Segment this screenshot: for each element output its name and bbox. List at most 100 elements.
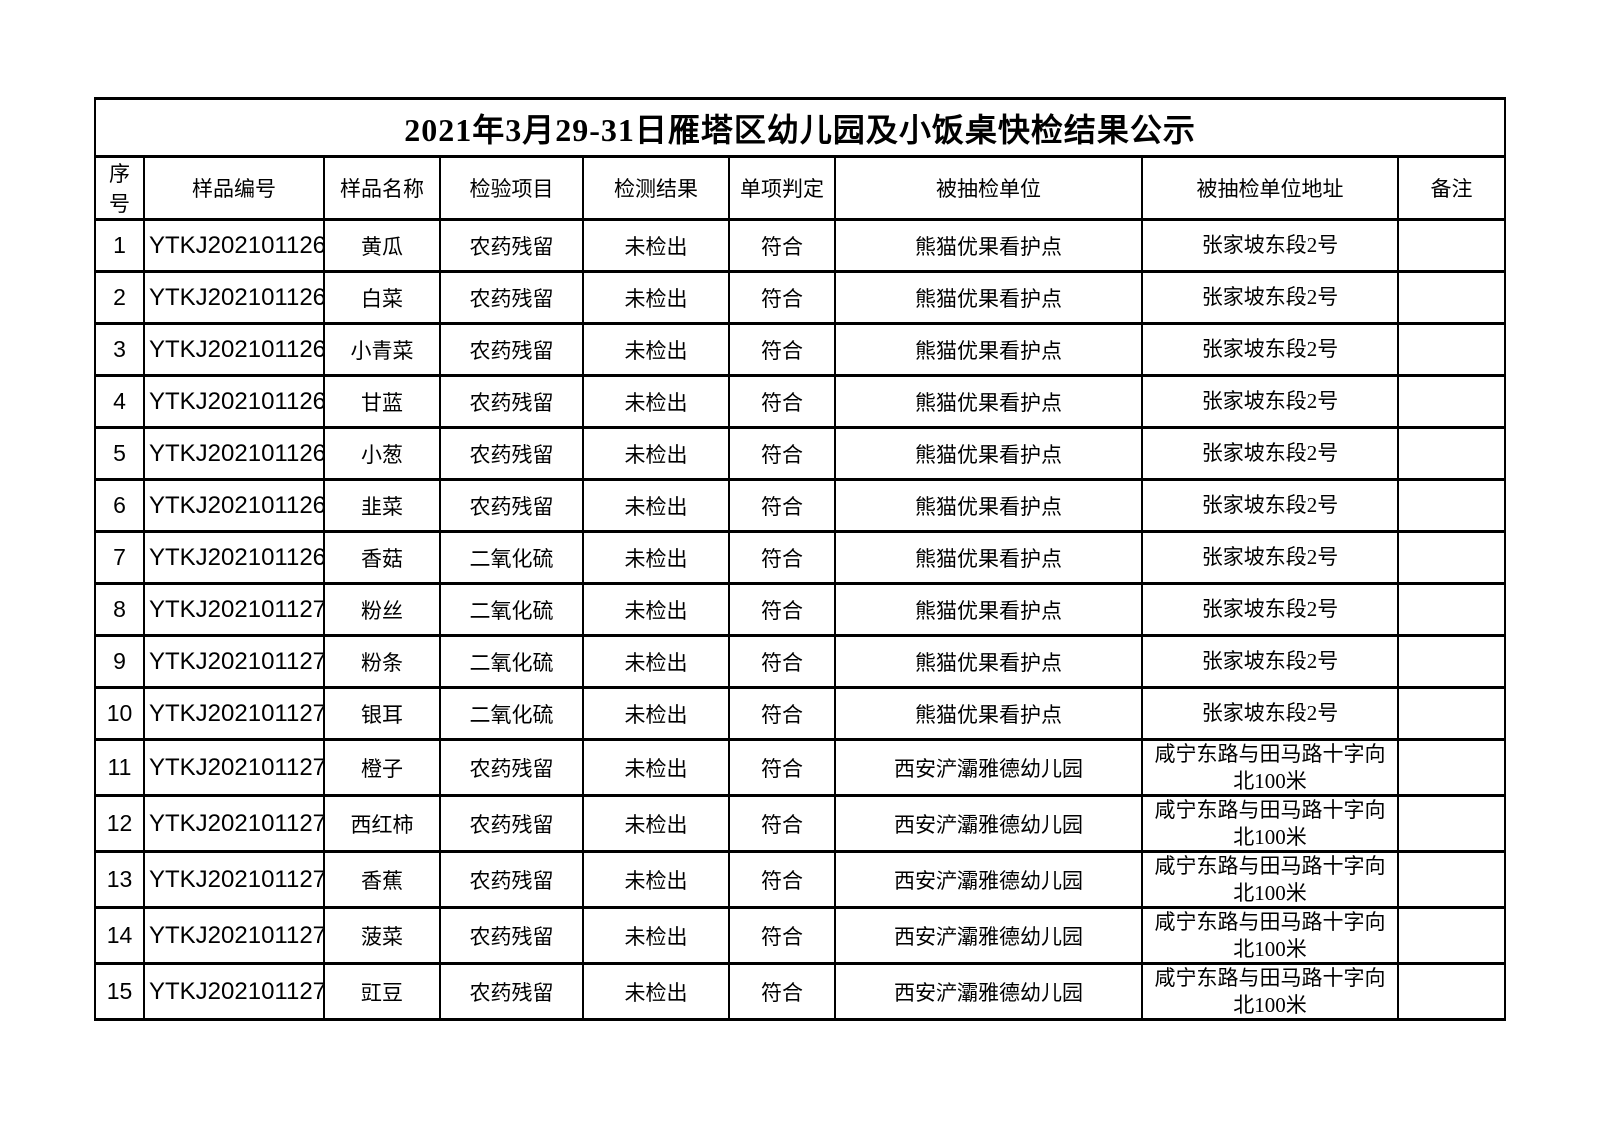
cell-sample-name: 小青菜 <box>323 322 441 377</box>
table-row: 5 YTKJ2021011267 小葱 农药残留 未检出 符合 熊猫优果看护点 … <box>94 426 1507 481</box>
cell-sample-name: 豇豆 <box>323 962 441 1021</box>
cell-remark <box>1396 478 1507 533</box>
cell-test-item: 农药残留 <box>439 850 584 909</box>
cell-judgement: 符合 <box>728 270 836 325</box>
cell-sample-name: 黄瓜 <box>323 218 441 273</box>
cell-sample-id: YTKJ2021011267 <box>143 426 325 481</box>
cell-sample-id: YTKJ2021011265 <box>143 322 325 377</box>
cell-remark <box>1396 850 1507 909</box>
cell-judgement: 符合 <box>728 322 836 377</box>
cell-seq: 3 <box>94 322 145 377</box>
cell-test-result: 未检出 <box>582 906 730 965</box>
cell-seq: 2 <box>94 270 145 325</box>
cell-test-result: 未检出 <box>582 582 730 637</box>
cell-sample-id: YTKJ2021011271 <box>143 634 325 689</box>
cell-unit-address: 咸宁东路与田马路十字向北100米 <box>1141 794 1399 853</box>
cell-judgement: 符合 <box>728 426 836 481</box>
cell-test-result: 未检出 <box>582 738 730 797</box>
cell-seq: 12 <box>94 794 145 853</box>
cell-remark <box>1396 270 1507 325</box>
cell-sample-name: 橙子 <box>323 738 441 797</box>
cell-sample-id: YTKJ2021011269 <box>143 530 325 585</box>
cell-judgement: 符合 <box>728 478 836 533</box>
cell-judgement: 符合 <box>728 374 836 429</box>
cell-remark <box>1396 374 1507 429</box>
table-row: 7 YTKJ2021011269 香菇 二氧化硫 未检出 符合 熊猫优果看护点 … <box>94 530 1507 585</box>
cell-test-result: 未检出 <box>582 270 730 325</box>
cell-judgement: 符合 <box>728 530 836 585</box>
cell-remark <box>1396 906 1507 965</box>
cell-test-result: 未检出 <box>582 794 730 853</box>
header-test-result: 检测结果 <box>582 155 730 221</box>
cell-test-item: 农药残留 <box>439 738 584 797</box>
cell-judgement: 符合 <box>728 582 836 637</box>
cell-unit-address: 张家坡东段2号 <box>1141 634 1399 689</box>
cell-test-item: 农药残留 <box>439 218 584 273</box>
cell-test-item: 二氧化硫 <box>439 686 584 741</box>
header-unit: 被抽检单位 <box>834 155 1143 221</box>
table-row: 10 YTKJ2021011272 银耳 二氧化硫 未检出 符合 熊猫优果看护点… <box>94 686 1507 741</box>
cell-sample-id: YTKJ2021011272 <box>143 686 325 741</box>
cell-seq: 1 <box>94 218 145 273</box>
cell-sample-id: YTKJ2021011268 <box>143 478 325 533</box>
table-row: 6 YTKJ2021011268 韭菜 农药残留 未检出 符合 熊猫优果看护点 … <box>94 478 1507 533</box>
cell-test-item: 农药残留 <box>439 962 584 1021</box>
cell-test-result: 未检出 <box>582 850 730 909</box>
inspection-results-table: 2021年3月29-31日雁塔区幼儿园及小饭桌快检结果公示 序号 样品编号 样品… <box>93 97 1507 1021</box>
cell-judgement: 符合 <box>728 906 836 965</box>
cell-unit-address: 张家坡东段2号 <box>1141 686 1399 741</box>
cell-unit: 熊猫优果看护点 <box>834 686 1143 741</box>
table-row: 8 YTKJ2021011270 粉丝 二氧化硫 未检出 符合 熊猫优果看护点 … <box>94 582 1507 637</box>
cell-sample-name: 香蕉 <box>323 850 441 909</box>
title-row: 2021年3月29-31日雁塔区幼儿园及小饭桌快检结果公示 <box>93 97 1507 158</box>
cell-judgement: 符合 <box>728 850 836 909</box>
cell-judgement: 符合 <box>728 738 836 797</box>
cell-sample-id: YTKJ2021011277 <box>143 962 325 1021</box>
header-test-item: 检验项目 <box>439 155 584 221</box>
cell-unit-address: 张家坡东段2号 <box>1141 582 1399 637</box>
cell-unit: 熊猫优果看护点 <box>834 322 1143 377</box>
cell-test-result: 未检出 <box>582 322 730 377</box>
cell-test-item: 农药残留 <box>439 322 584 377</box>
cell-seq: 7 <box>94 530 145 585</box>
cell-seq: 9 <box>94 634 145 689</box>
cell-unit-address: 咸宁东路与田马路十字向北100米 <box>1141 738 1399 797</box>
cell-sample-id: YTKJ2021011263 <box>143 218 325 273</box>
cell-test-item: 农药残留 <box>439 906 584 965</box>
cell-remark <box>1396 582 1507 637</box>
cell-unit: 熊猫优果看护点 <box>834 478 1143 533</box>
cell-sample-name: 粉条 <box>323 634 441 689</box>
cell-test-item: 农药残留 <box>439 426 584 481</box>
cell-unit-address: 张家坡东段2号 <box>1141 426 1399 481</box>
table-row: 14 YTKJ2021011276 菠菜 农药残留 未检出 符合 西安浐灞雅德幼… <box>94 906 1507 965</box>
cell-unit-address: 张家坡东段2号 <box>1141 374 1399 429</box>
header-sample-id: 样品编号 <box>143 155 325 221</box>
cell-seq: 8 <box>94 582 145 637</box>
cell-sample-name: 白菜 <box>323 270 441 325</box>
cell-remark <box>1396 322 1507 377</box>
cell-seq: 15 <box>94 962 145 1021</box>
cell-test-item: 农药残留 <box>439 374 584 429</box>
table-row: 1 YTKJ2021011263 黄瓜 农药残留 未检出 符合 熊猫优果看护点 … <box>94 218 1507 273</box>
table-row: 2 YTKJ2021011264 白菜 农药残留 未检出 符合 熊猫优果看护点 … <box>94 270 1507 325</box>
cell-test-item: 农药残留 <box>439 270 584 325</box>
page-title: 2021年3月29-31日雁塔区幼儿园及小饭桌快检结果公示 <box>93 97 1507 158</box>
table-row: 9 YTKJ2021011271 粉条 二氧化硫 未检出 符合 熊猫优果看护点 … <box>94 634 1507 689</box>
cell-unit: 熊猫优果看护点 <box>834 634 1143 689</box>
cell-test-result: 未检出 <box>582 962 730 1021</box>
cell-seq: 5 <box>94 426 145 481</box>
table-row: 3 YTKJ2021011265 小青菜 农药残留 未检出 符合 熊猫优果看护点… <box>94 322 1507 377</box>
cell-test-result: 未检出 <box>582 426 730 481</box>
cell-remark <box>1396 962 1507 1021</box>
cell-unit-address: 张家坡东段2号 <box>1141 270 1399 325</box>
cell-sample-id: YTKJ2021011266 <box>143 374 325 429</box>
cell-unit: 熊猫优果看护点 <box>834 270 1143 325</box>
cell-test-item: 二氧化硫 <box>439 582 584 637</box>
cell-sample-name: 粉丝 <box>323 582 441 637</box>
cell-sample-name: 小葱 <box>323 426 441 481</box>
cell-unit: 西安浐灞雅德幼儿园 <box>834 850 1143 909</box>
cell-remark <box>1396 530 1507 585</box>
cell-unit: 熊猫优果看护点 <box>834 374 1143 429</box>
header-row: 序号 样品编号 样品名称 检验项目 检测结果 单项判定 被抽检单位 被抽检单位地… <box>94 155 1507 221</box>
